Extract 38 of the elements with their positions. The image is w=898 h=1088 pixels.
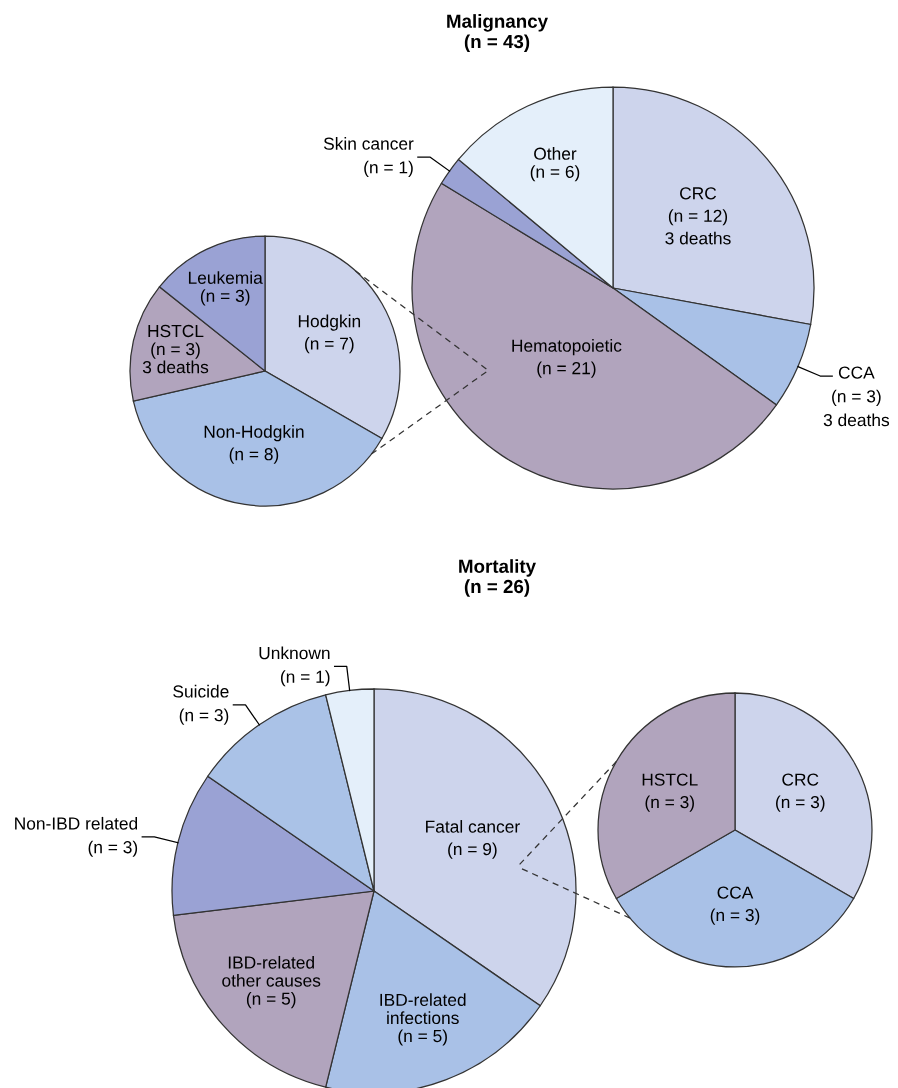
data-label: (n = 3): [88, 840, 138, 857]
data-label: (n = 3): [645, 795, 694, 812]
slice-label: Leukemia: [188, 271, 263, 284]
chart-title: Mortality (n = 26): [459, 559, 536, 597]
data-label: (n = 12) 3 deaths: [665, 209, 731, 245]
data-label: (n = 6): [530, 165, 580, 182]
data-label: (n = 3): [200, 289, 250, 306]
chart-title: Malignancy (n = 43): [447, 14, 548, 52]
data-label: (n = 3): [179, 708, 229, 725]
slice-label: CRC: [782, 773, 819, 786]
slice-label: CCA: [717, 886, 754, 899]
data-label: (n = 5): [398, 1029, 447, 1046]
slice-label: Suicide: [173, 684, 229, 698]
slice-label: Non-IBD related: [15, 816, 138, 830]
data-label: (n = 3): [776, 795, 825, 812]
slice-label: HSTCL: [642, 773, 698, 786]
data-label: (n = 7): [305, 337, 354, 354]
slice-label: Hodgkin: [298, 314, 361, 331]
data-label: (n = 5): [246, 992, 296, 1009]
data-label: (n = 21): [537, 361, 596, 378]
slice-label: Non-Hodgkin: [204, 425, 304, 442]
slice-label: HSTCL: [148, 324, 204, 338]
slice-label: CRC: [680, 187, 717, 200]
data-label: (n = 9): [448, 842, 497, 859]
slice-label: Unknown: [259, 646, 330, 660]
slice-label: IBD-related infections: [380, 993, 466, 1025]
data-label: (n = 3): [710, 908, 760, 925]
data-label: (n = 1): [364, 160, 413, 177]
data-label: (n = 3) 3 deaths: [142, 342, 209, 374]
slice-label: Hematopoietic: [512, 339, 622, 356]
slice-label: Other: [534, 147, 577, 160]
slice-label: IBD-related other causes: [222, 955, 321, 987]
slice-label: Fatal cancer: [426, 820, 520, 833]
data-label: (n = 8): [229, 447, 279, 464]
slice-label: Skin cancer: [323, 137, 414, 150]
data-label: (n = 1): [280, 670, 330, 687]
slice-label: CCA: [838, 366, 875, 379]
data-label: (n = 3) 3 deaths: [823, 389, 890, 427]
